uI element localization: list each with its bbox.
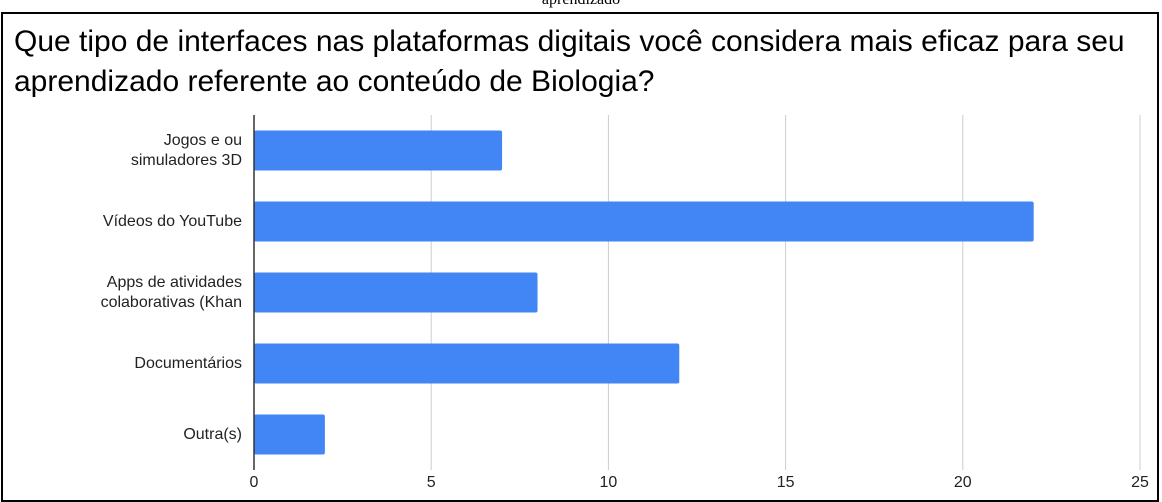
bar: [254, 343, 680, 384]
bar: [254, 201, 1034, 242]
x-tick-label: 25: [1131, 474, 1149, 491]
caption: aprendizado: [0, 0, 1162, 9]
y-tick-label: Apps de atividades colaborativas (Khan: [100, 273, 242, 311]
y-tick-label: Vídeos do YouTube: [102, 212, 242, 230]
bar: [254, 130, 503, 171]
bar: [254, 272, 538, 313]
y-tick-label: Outra(s): [183, 425, 242, 443]
x-tick-label: 10: [600, 474, 618, 491]
x-tick-label: 15: [777, 474, 795, 491]
y-tick-label: Jogos e ou simuladores 3D: [130, 131, 242, 169]
x-tick-label: 5: [427, 474, 436, 491]
x-tick-label: 0: [250, 474, 259, 491]
bar: [254, 414, 325, 455]
y-tick-label: Documentários: [134, 354, 242, 372]
x-tick-label: 20: [954, 474, 972, 491]
chart-title: Que tipo de interfaces nas plataformas d…: [14, 25, 1125, 98]
